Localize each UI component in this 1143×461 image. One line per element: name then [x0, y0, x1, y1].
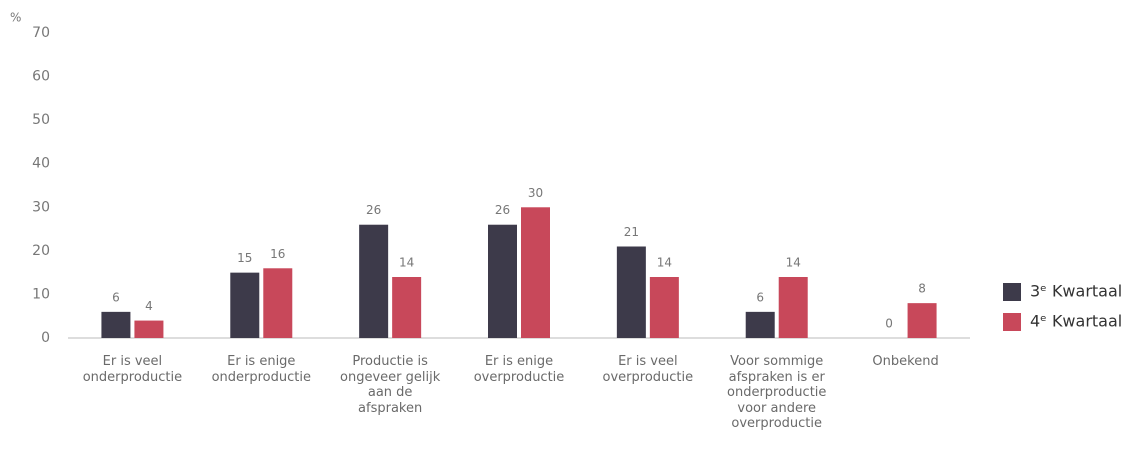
- legend-swatch: [1003, 313, 1021, 331]
- y-unit: %: [10, 11, 21, 25]
- y-tick-label: 50: [32, 112, 50, 128]
- x-tick-label: Er is enige onderproductie: [211, 354, 311, 385]
- value-label: 6: [756, 290, 764, 304]
- y-tick-label: 60: [32, 69, 50, 85]
- x-tick-label: Er is enige overproductie: [473, 354, 565, 385]
- bar: [101, 311, 131, 338]
- value-label: 14: [786, 256, 801, 270]
- y-tick-label: 10: [32, 286, 50, 302]
- x-tick-label: Er is veel overproductie: [602, 354, 694, 385]
- bar: [649, 277, 679, 338]
- value-label: 26: [495, 203, 510, 217]
- bar: [907, 303, 937, 338]
- bar: [616, 246, 646, 338]
- x-tick-label: Er is veel onderproductie: [82, 354, 183, 385]
- legend-label: 3ᵉ Kwartaal: [1030, 282, 1122, 301]
- value-label: 16: [270, 247, 285, 261]
- value-label: 14: [657, 256, 672, 270]
- value-label: 26: [366, 203, 381, 217]
- value-label: 0: [885, 317, 893, 331]
- value-label: 6: [112, 290, 120, 304]
- value-label: 30: [528, 186, 543, 200]
- value-label: 4: [145, 299, 153, 313]
- legend-label: 4ᵉ Kwartaal: [1030, 312, 1122, 331]
- bar: [392, 277, 422, 338]
- y-tick-label: 20: [32, 243, 50, 259]
- bar: [778, 277, 808, 338]
- x-tick-label: Voor sommige afspraken is er onderproduc…: [727, 354, 827, 431]
- value-label: 15: [237, 251, 252, 265]
- value-label: 14: [399, 256, 414, 270]
- y-tick-label: 70: [32, 25, 50, 41]
- bar: [263, 268, 293, 338]
- bar: [745, 311, 775, 338]
- value-label: 21: [624, 225, 639, 239]
- bar: [134, 320, 164, 338]
- bar: [521, 207, 550, 338]
- bar: [230, 272, 260, 338]
- x-tick-label: Onbekend: [872, 354, 939, 369]
- x-tick-label: Productie is ongeveer gelijk aan de afsp…: [340, 354, 441, 416]
- y-tick-label: 40: [32, 156, 50, 172]
- y-tick-label: 0: [41, 330, 50, 346]
- y-tick-label: 30: [32, 199, 50, 215]
- legend-swatch: [1003, 283, 1021, 301]
- bar: [488, 224, 517, 338]
- value-label: 8: [918, 282, 926, 296]
- bar: [359, 224, 389, 338]
